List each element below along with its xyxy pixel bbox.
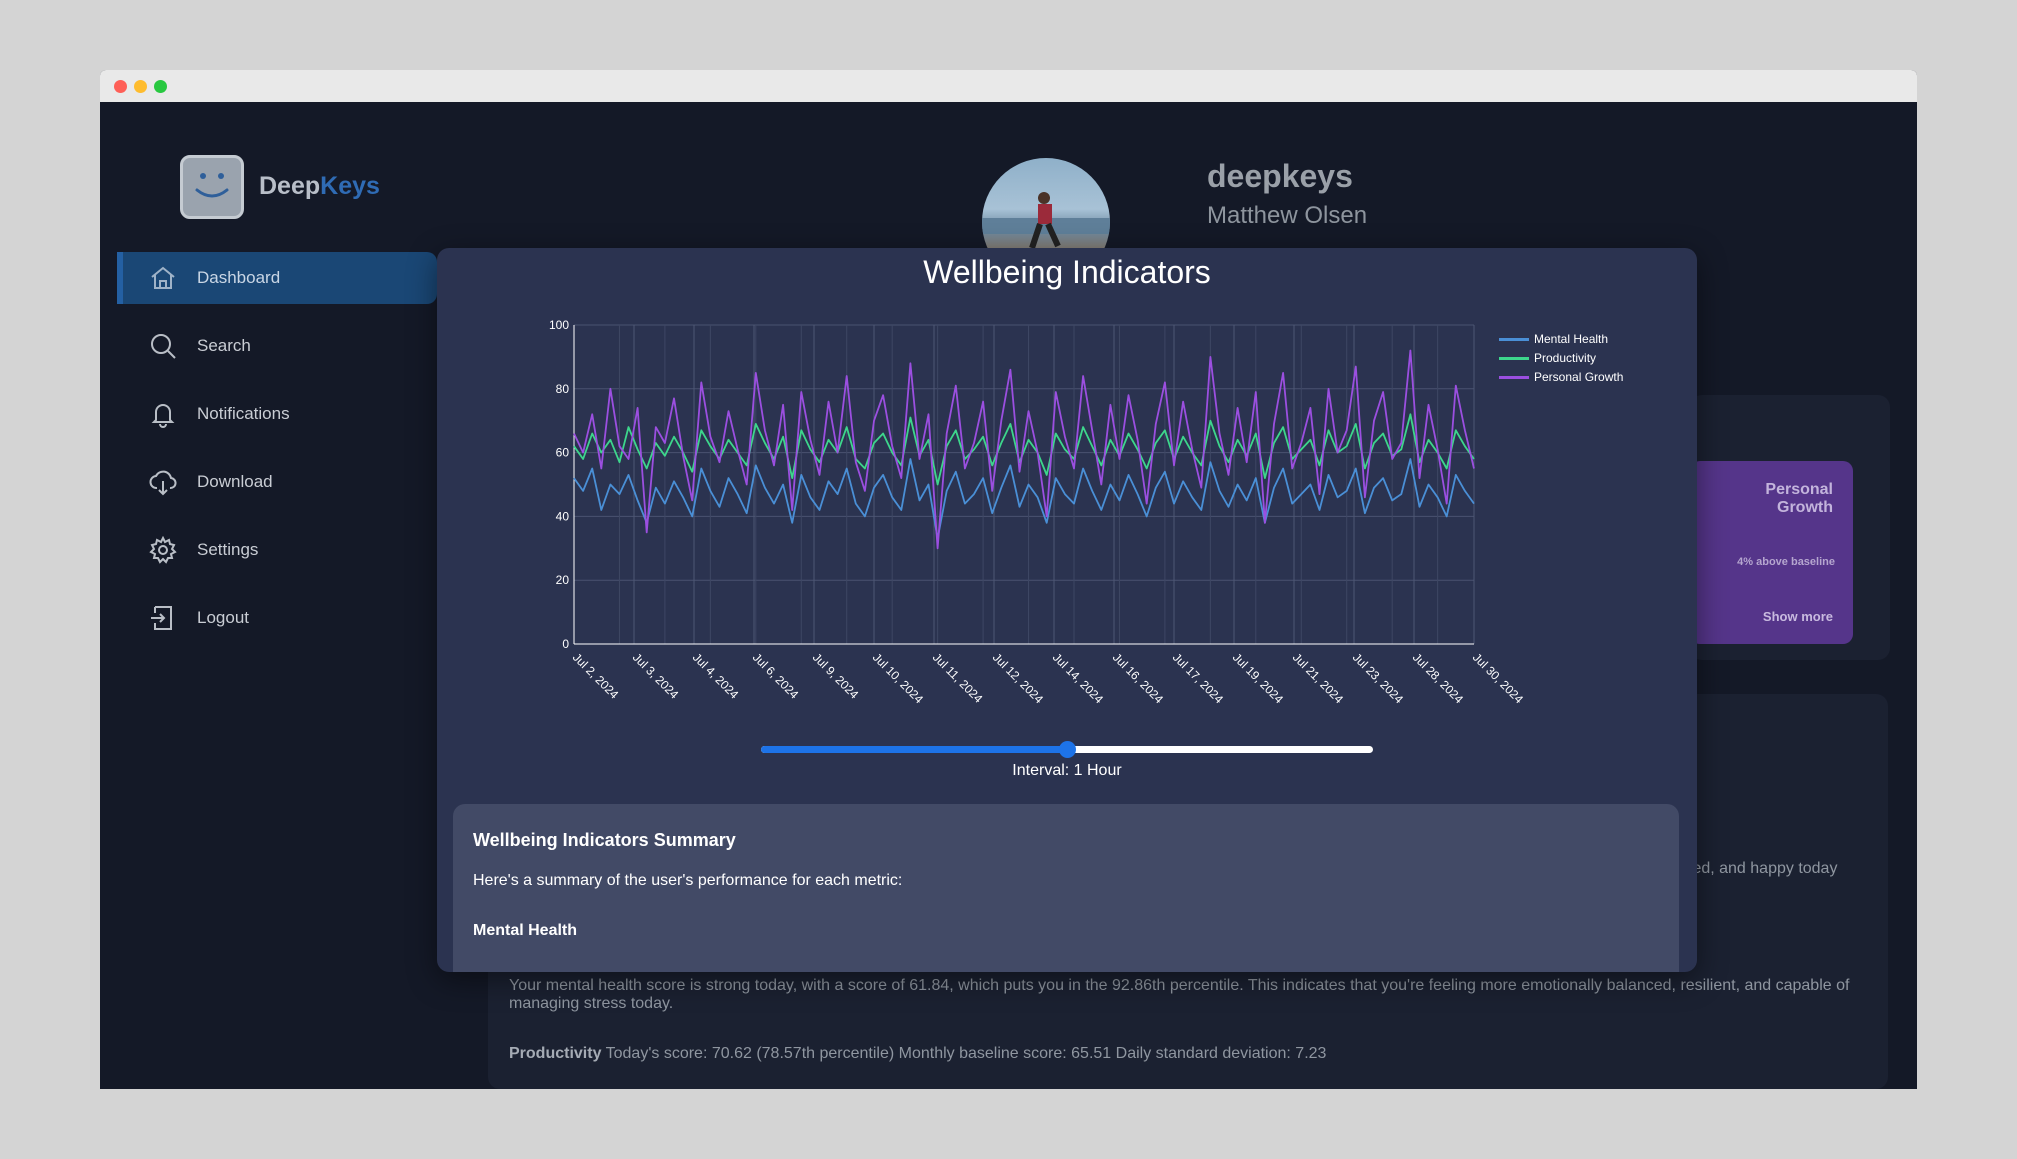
summary-title: Wellbeing Indicators Summary	[473, 830, 736, 850]
legend-item-personal-growth[interactable]: Personal Growth	[1499, 370, 1623, 384]
productivity-label: Productivity	[509, 1045, 602, 1062]
modal-title: Wellbeing Indicators	[923, 254, 1211, 290]
sidebar-item-notifications[interactable]: Notifications	[117, 388, 437, 440]
productivity-line: Productivity Today's score: 70.62 (78.57…	[509, 1045, 1326, 1063]
series-line-personal-growth	[573, 349, 1475, 550]
x-tick-label: Jul 2, 2024	[570, 650, 622, 702]
summary-partial-text: ted, and happy today	[1688, 860, 1838, 877]
mental-health-heading: Mental Health	[473, 922, 578, 939]
x-tick-label: Jul 23, 2024	[1350, 650, 1406, 706]
gear-icon	[149, 536, 177, 564]
summary-card: Wellbeing Indicators Summary Here's a su…	[453, 804, 1679, 972]
y-tick-label: 40	[556, 509, 570, 523]
x-tick-label: Jul 17, 2024	[1170, 650, 1226, 706]
legend-label: Mental Health	[1534, 332, 1609, 346]
x-tick-label: Jul 14, 2024	[1050, 650, 1106, 706]
search-icon	[151, 334, 176, 359]
legend-swatch	[1499, 356, 1529, 360]
summary-intro: Here's a summary of the user's performan…	[473, 872, 903, 889]
sidebar-item-label: Settings	[197, 540, 259, 559]
sidebar-item-download[interactable]: Download	[117, 456, 437, 508]
productivity-stats: Today's score: 70.62 (78.57th percentile…	[601, 1045, 1327, 1062]
wellbeing-modal: Wellbeing Indicators 0 20 40 60 80 100 Jul 2, …	[437, 248, 1697, 972]
sidebar-item-label: Search	[197, 336, 251, 355]
sidebar-item-label: Download	[197, 472, 273, 491]
show-more-link[interactable]: Show more	[1762, 609, 1833, 624]
close-window-button[interactable]	[114, 80, 127, 93]
title-bar	[100, 70, 1917, 102]
x-tick-label: Jul 16, 2024	[1110, 650, 1166, 706]
maximize-window-button[interactable]	[154, 80, 167, 93]
legend-swatch	[1499, 375, 1529, 379]
series-line-mental-health	[573, 458, 1475, 540]
brand-prefix: Deep	[259, 172, 321, 200]
growth-card-subtitle: 4% above baseline	[1737, 556, 1835, 568]
x-tick-label: Jul 4, 2024	[690, 650, 742, 702]
smiley-logo-icon	[195, 173, 229, 198]
y-tick-label: 80	[556, 382, 570, 396]
browser-window: DeepKeys Dashboard Search Notifications …	[100, 70, 1917, 1089]
legend-label: Personal Growth	[1534, 370, 1624, 384]
slider-thumb[interactable]	[1059, 741, 1076, 758]
sidebar-item-search[interactable]: Search	[117, 320, 437, 372]
x-tick-label: Jul 6, 2024	[750, 650, 802, 702]
y-tick-label: 60	[556, 446, 570, 460]
legend-swatch	[1499, 337, 1529, 341]
brand-name: DeepKeys	[259, 172, 380, 201]
x-tick-label: Jul 19, 2024	[1230, 650, 1286, 706]
slider-fill	[761, 746, 1067, 753]
wellbeing-chart: 0 20 40 60 80 100 Jul 2, 2024 Jul 3, 2024 Jul 4,…	[549, 318, 1526, 707]
sidebar: DeepKeys Dashboard Search Notifications …	[100, 102, 440, 1089]
growth-card-title: Personal Growth	[1765, 481, 1833, 516]
sidebar-item-label: Notifications	[197, 404, 290, 423]
x-tick-label: Jul 3, 2024	[630, 650, 682, 702]
y-tick-label: 100	[549, 318, 569, 332]
interval-slider[interactable]	[761, 741, 1373, 758]
y-tick-label: 0	[562, 637, 569, 651]
brand-suffix: Keys	[320, 172, 380, 200]
mental-health-paragraph: Your mental health score is strong today…	[509, 977, 1850, 1012]
x-tick-label: Jul 30, 2024	[1470, 650, 1526, 706]
app-logo	[180, 155, 244, 219]
x-tick-label: Jul 12, 2024	[990, 650, 1046, 706]
sidebar-item-label: Logout	[197, 608, 249, 627]
sidebar-item-label: Dashboard	[197, 268, 281, 287]
x-tick-label: Jul 9, 2024	[810, 650, 862, 702]
logout-icon	[151, 606, 172, 630]
y-tick-label: 20	[556, 573, 570, 587]
cloud-download-icon	[149, 470, 177, 496]
sidebar-item-logout[interactable]: Logout	[117, 592, 437, 644]
sidebar-item-dashboard[interactable]: Dashboard	[117, 252, 437, 304]
x-tick-label: Jul 11, 2024	[930, 650, 986, 706]
interval-label: Interval: 1 Hour	[1012, 762, 1122, 779]
bell-icon	[151, 404, 175, 428]
minimize-window-button[interactable]	[134, 80, 147, 93]
x-tick-label: Jul 10, 2024	[870, 650, 926, 706]
legend-item-productivity[interactable]: Productivity	[1499, 351, 1596, 365]
legend-label: Productivity	[1534, 351, 1597, 365]
home-icon	[151, 266, 175, 289]
sidebar-item-settings[interactable]: Settings	[117, 524, 437, 576]
personal-growth-card: Personal Growth 4% above baseline Show m…	[1690, 461, 1853, 644]
x-tick-label: Jul 28, 2024	[1410, 650, 1466, 706]
profile-full-name: Matthew Olsen	[1207, 202, 1368, 229]
x-tick-label: Jul 21, 2024	[1290, 650, 1346, 706]
profile-username: deepkeys	[1207, 158, 1353, 194]
legend-item-mental-health[interactable]: Mental Health	[1499, 332, 1608, 346]
